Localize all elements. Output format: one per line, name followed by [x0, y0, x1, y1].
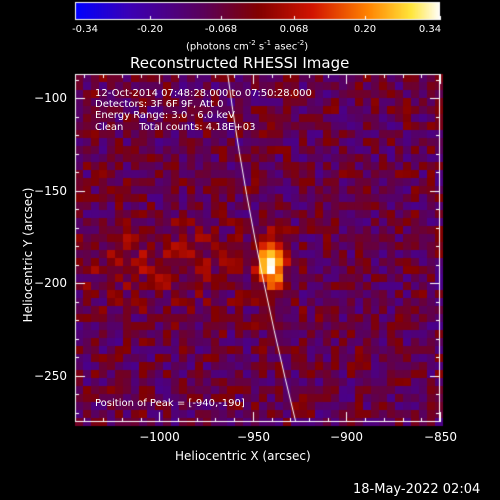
- annotation-detectors: Detectors: 3F 6F 9F, Att 0: [95, 99, 224, 110]
- annotation-time: 12-Oct-2014 07:48:28.000 to 07:50:28.000: [95, 88, 312, 99]
- y-tick-label: −100: [34, 90, 67, 105]
- colorbar-tick-label: -0.068: [204, 24, 238, 35]
- x-tick-label: −950: [237, 430, 270, 444]
- annotation-energy: Energy Range: 3.0 - 6.0 keV: [95, 110, 235, 121]
- y-tick-label: −150: [34, 183, 67, 198]
- colorbar-tick-label: -0.34: [72, 24, 98, 35]
- colorbar-units: (photons cm-2 s-1 asec-2): [186, 39, 309, 53]
- x-tick-label: −850: [424, 430, 457, 444]
- chart-title: Reconstructed RHESSI Image: [130, 54, 350, 72]
- x-tick-label: −1000: [139, 430, 180, 444]
- colorbar-tick-label: 0.20: [353, 24, 377, 35]
- peak-position-label: Position of Peak = [-940,-190]: [95, 398, 245, 409]
- x-axis-label: Heliocentric X (arcsec): [175, 449, 311, 463]
- annotation-clean: Clean Total counts: 4.18E+03: [95, 122, 256, 133]
- colorbar-tick-label: 0.34: [418, 24, 442, 35]
- y-tick-label: −250: [34, 368, 67, 383]
- y-tick-label: −200: [34, 275, 67, 290]
- x-tick-label: −900: [330, 430, 363, 444]
- colorbar-tick-label: 0.068: [279, 24, 309, 35]
- colorbar-tick-label: -0.20: [137, 24, 163, 35]
- footer-timestamp: 18-May-2022 02:04: [353, 482, 481, 497]
